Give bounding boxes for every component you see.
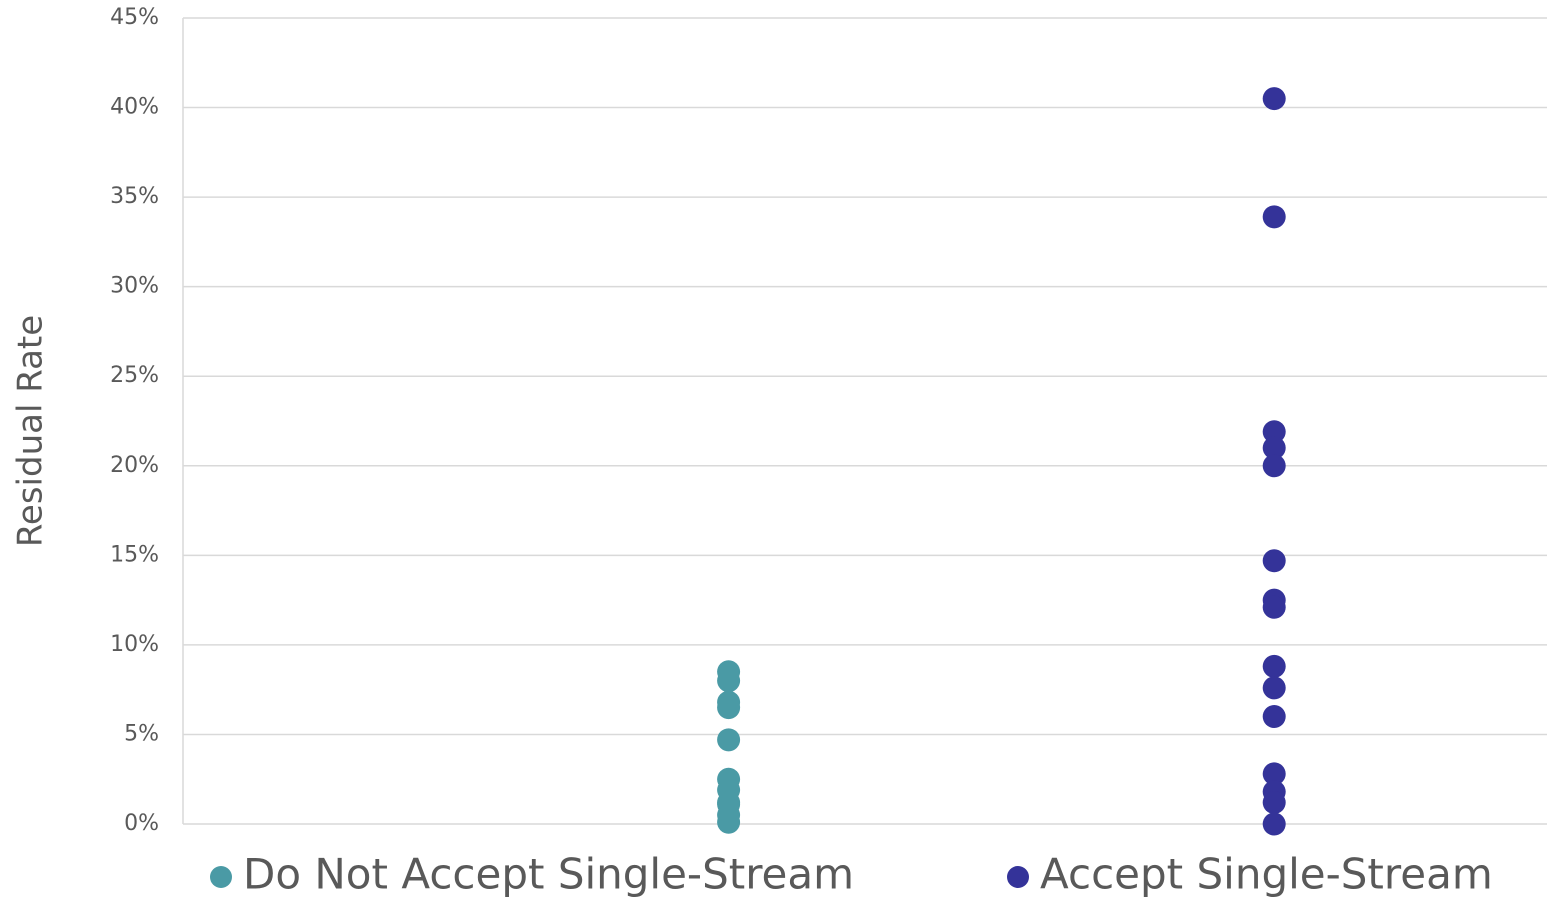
legend-label: Accept Single-Stream xyxy=(1040,850,1493,899)
legend-label: Do Not Accept Single-Stream xyxy=(243,850,854,899)
y-axis-title: Residual Rate xyxy=(11,315,51,547)
y-tick-label: 20% xyxy=(110,453,159,478)
point xyxy=(717,728,741,752)
point xyxy=(717,696,741,720)
legend-marker xyxy=(210,866,232,888)
point xyxy=(1262,205,1286,229)
legend-marker xyxy=(1007,866,1029,888)
point xyxy=(717,810,741,834)
y-tick-label: 30% xyxy=(110,274,159,299)
point xyxy=(1262,420,1286,444)
y-tick-label: 25% xyxy=(110,363,159,388)
y-tick-label: 35% xyxy=(110,184,159,209)
point xyxy=(1262,762,1286,786)
y-tick-label: 5% xyxy=(124,721,159,746)
point xyxy=(1262,595,1286,619)
point xyxy=(1262,454,1286,478)
point xyxy=(1262,549,1286,573)
point xyxy=(1262,654,1286,678)
y-tick-label: 15% xyxy=(110,542,159,567)
point xyxy=(1262,812,1286,836)
y-tick-label: 0% xyxy=(124,811,159,836)
point xyxy=(717,669,741,693)
y-tick-label: 10% xyxy=(110,632,159,657)
y-tick-label: 40% xyxy=(110,95,159,120)
point xyxy=(1262,705,1286,729)
point xyxy=(1262,87,1286,111)
point xyxy=(1262,791,1286,815)
point xyxy=(1262,676,1286,700)
y-tick-label: 45% xyxy=(110,5,159,30)
point xyxy=(1262,436,1286,460)
